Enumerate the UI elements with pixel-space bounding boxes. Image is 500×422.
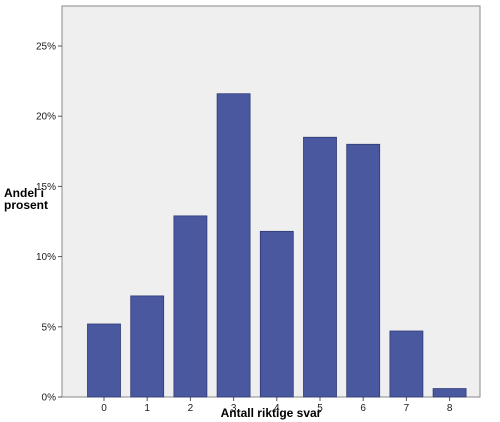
y-axis-ticks: 0% 5% 10% 15% 20% 25% — [36, 42, 62, 404]
bars — [87, 93, 467, 398]
x-tick-label: 0 — [101, 403, 107, 414]
x-tick-label: 8 — [447, 403, 453, 414]
y-tick-label: 15% — [36, 182, 56, 193]
x-axis-ticks: 0 1 2 3 4 5 6 7 8 — [101, 397, 453, 414]
x-tick-label: 6 — [360, 403, 366, 414]
y-tick-label: 25% — [36, 42, 56, 53]
x-tick-label: 5 — [317, 403, 323, 414]
bar-7 — [389, 330, 424, 398]
x-tick-label: 4 — [274, 403, 280, 414]
x-tick-label: 1 — [144, 403, 150, 414]
bar-8 — [432, 388, 467, 398]
x-tick-label: 2 — [188, 403, 194, 414]
y-axis-title: Andel i prosent — [4, 186, 48, 212]
x-tick-label: 3 — [231, 403, 237, 414]
bar-3 — [216, 93, 251, 398]
x-axis-title: Antall riktige svar — [221, 406, 322, 420]
bar-1 — [130, 295, 165, 398]
bar-4 — [259, 230, 294, 398]
y-tick-label: 20% — [36, 112, 56, 123]
bar-6 — [346, 143, 381, 398]
y-tick-label: 10% — [36, 252, 56, 263]
y-tick-label: 0% — [42, 393, 57, 404]
x-tick-label: 7 — [404, 403, 410, 414]
y-axis-title-line-2: prosent — [4, 198, 48, 212]
y-tick-label: 5% — [42, 322, 57, 333]
y-axis-title-line-1: Andel i — [4, 186, 44, 200]
bar-2 — [173, 215, 208, 398]
bar-0 — [87, 323, 121, 398]
bar-5 — [303, 136, 337, 398]
